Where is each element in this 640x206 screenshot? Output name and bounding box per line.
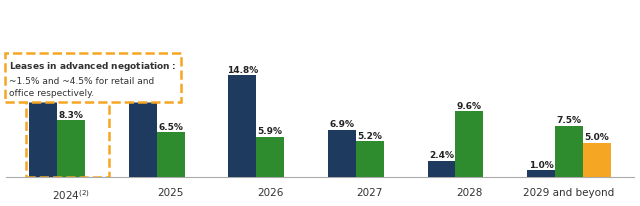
Bar (328, 130, 356, 177)
Bar (428, 161, 456, 177)
Bar (583, 143, 611, 177)
Text: 5.0%: 5.0% (584, 133, 609, 142)
Bar (256, 137, 284, 177)
Text: 12.3%: 12.3% (28, 83, 59, 92)
Text: 6.9%: 6.9% (330, 120, 355, 129)
Text: 5.9%: 5.9% (258, 126, 283, 136)
Text: 9.6%: 9.6% (457, 101, 482, 110)
Bar (555, 126, 583, 177)
Text: 14.8%: 14.8% (227, 66, 258, 75)
Text: 5.2%: 5.2% (357, 131, 382, 140)
Text: 2.4%: 2.4% (429, 150, 454, 159)
Bar (157, 133, 184, 177)
Bar (456, 112, 483, 177)
Bar (129, 77, 157, 177)
Bar (228, 76, 256, 177)
Text: 6.5%: 6.5% (158, 122, 183, 131)
Bar (527, 170, 555, 177)
Text: 1.0%: 1.0% (529, 160, 554, 169)
Text: 14.6%: 14.6% (127, 67, 159, 76)
Bar (57, 121, 85, 177)
Text: 8.3%: 8.3% (59, 110, 84, 119)
Bar (356, 142, 384, 177)
Bar (29, 93, 57, 177)
Text: 7.5%: 7.5% (556, 116, 581, 125)
Text: $\bf{Leases\ in\ advanced\ negotiation:}$
~1.5% and ~4.5% for retail and
office : $\bf{Leases\ in\ advanced\ negotiation:}… (10, 60, 176, 98)
